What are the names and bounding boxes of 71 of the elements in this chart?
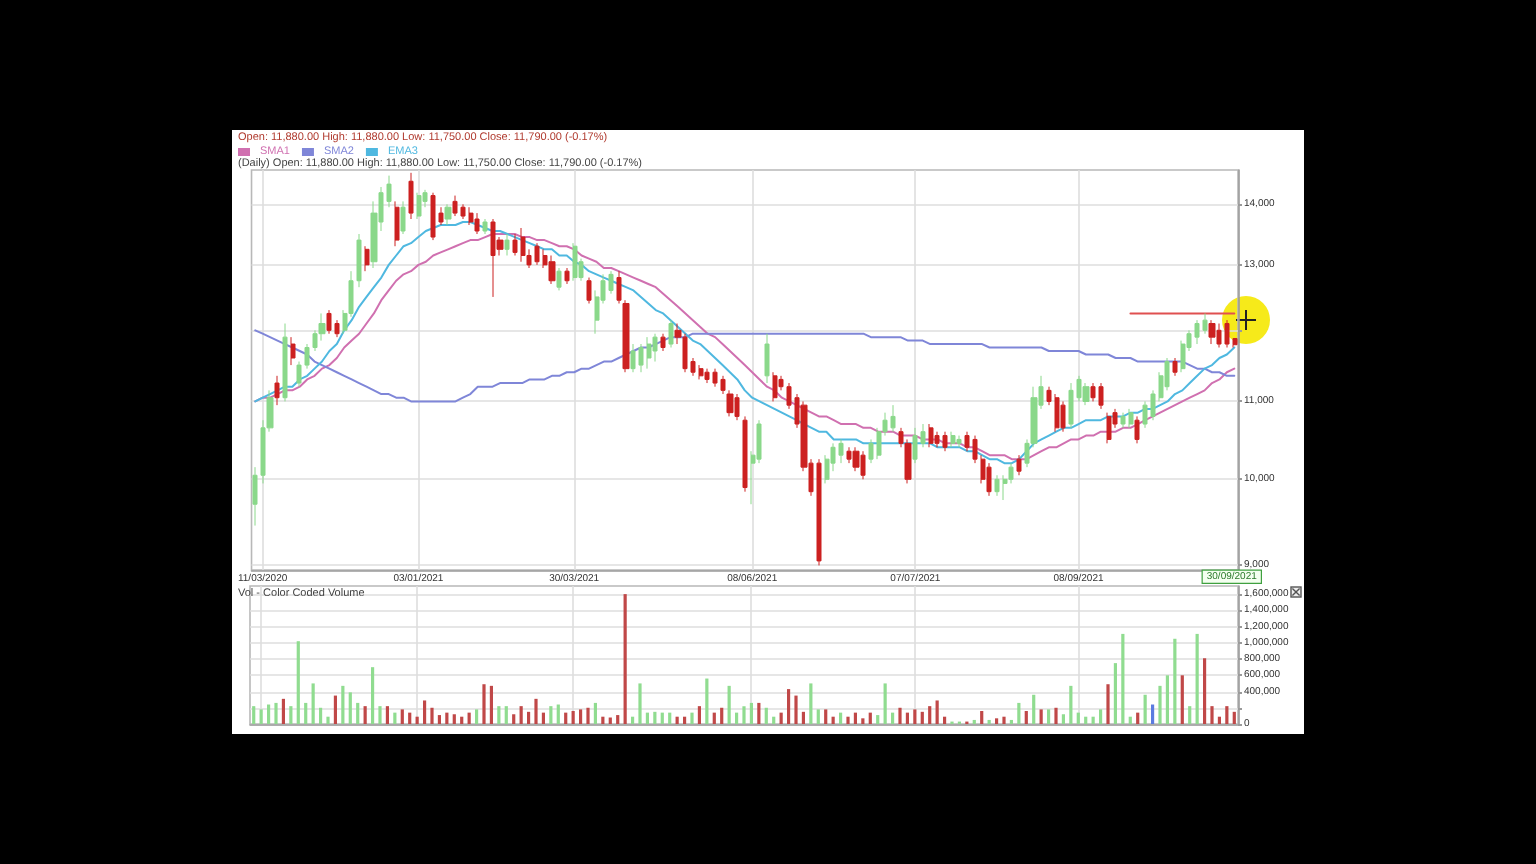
candlestick	[1224, 319, 1230, 349]
candlestick	[1194, 319, 1200, 345]
candlestick	[556, 267, 562, 291]
candlestick	[890, 404, 896, 433]
candlestick	[698, 364, 704, 380]
candlestick	[430, 192, 436, 241]
candlestick	[1060, 400, 1066, 433]
candlestick	[994, 474, 1000, 497]
candlestick	[534, 242, 540, 266]
candlestick	[1172, 357, 1178, 377]
candlestick	[934, 431, 940, 448]
candlestick	[772, 371, 778, 402]
candlestick	[326, 309, 332, 335]
candlestick	[652, 333, 658, 363]
candlestick	[630, 343, 636, 373]
line-series	[254, 329, 1236, 403]
candlestick	[408, 172, 414, 220]
candlestick	[444, 203, 452, 226]
candlestick	[274, 375, 280, 406]
candlestick	[364, 245, 370, 272]
candlestick	[956, 435, 962, 448]
candlestick	[986, 462, 992, 497]
candlestick	[400, 200, 406, 235]
candlestick	[846, 446, 852, 464]
candlestick	[1068, 382, 1074, 429]
candlestick	[520, 227, 526, 263]
candlestick	[474, 212, 480, 235]
candlestick	[1208, 319, 1216, 345]
candlestick	[548, 255, 556, 285]
candlestick	[838, 438, 844, 464]
candlestick	[572, 242, 578, 282]
candlestick	[460, 203, 466, 220]
candlestick	[1128, 408, 1134, 429]
candlestick	[452, 195, 458, 217]
candlestick	[394, 200, 400, 247]
candlestick	[660, 333, 666, 352]
candlestick	[1106, 412, 1112, 444]
candlestick	[704, 368, 710, 384]
candlestick	[638, 343, 644, 373]
candlestick	[1054, 393, 1060, 433]
candlestick	[282, 323, 288, 402]
candlestick	[1098, 382, 1104, 410]
candlestick	[1082, 382, 1090, 406]
candlestick	[816, 458, 822, 566]
candlestick	[734, 393, 740, 421]
candlestick	[504, 233, 510, 256]
candlestick	[1120, 412, 1126, 429]
candlestick	[928, 423, 934, 448]
candlestick	[564, 267, 570, 285]
candlestick	[942, 431, 948, 452]
candlestick	[608, 270, 614, 295]
candlestick	[852, 446, 860, 472]
candlestick	[290, 336, 296, 366]
candlestick	[742, 415, 748, 493]
candlestick	[860, 450, 866, 480]
candlestick	[1216, 323, 1222, 349]
candlestick	[512, 233, 518, 256]
candlestick	[764, 333, 770, 384]
candlestick	[416, 192, 422, 220]
candlestick	[1090, 382, 1096, 402]
candlestick	[912, 427, 918, 464]
candlestick	[482, 218, 488, 235]
candlestick	[668, 319, 674, 349]
candlestick	[646, 336, 652, 370]
candlestick	[1134, 415, 1140, 444]
candlestick	[1016, 454, 1022, 476]
candlestick	[468, 206, 474, 226]
candlestick	[712, 368, 718, 388]
candlestick	[950, 431, 956, 448]
candlestick	[490, 218, 496, 298]
candlestick	[586, 277, 592, 304]
